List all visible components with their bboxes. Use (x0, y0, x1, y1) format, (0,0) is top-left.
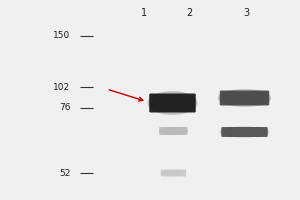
FancyBboxPatch shape (149, 94, 196, 112)
FancyBboxPatch shape (161, 169, 186, 176)
Ellipse shape (218, 89, 271, 107)
FancyBboxPatch shape (220, 90, 269, 106)
Text: 1: 1 (141, 8, 147, 18)
Ellipse shape (159, 127, 188, 135)
Text: 76: 76 (59, 104, 70, 112)
Ellipse shape (160, 170, 186, 176)
FancyBboxPatch shape (221, 127, 268, 137)
Text: 3: 3 (243, 8, 249, 18)
Ellipse shape (148, 91, 197, 115)
Text: 150: 150 (53, 31, 70, 40)
Text: 102: 102 (53, 83, 70, 92)
Ellipse shape (220, 126, 269, 138)
Text: 2: 2 (186, 8, 192, 18)
FancyBboxPatch shape (159, 127, 188, 135)
Text: 52: 52 (59, 168, 70, 178)
